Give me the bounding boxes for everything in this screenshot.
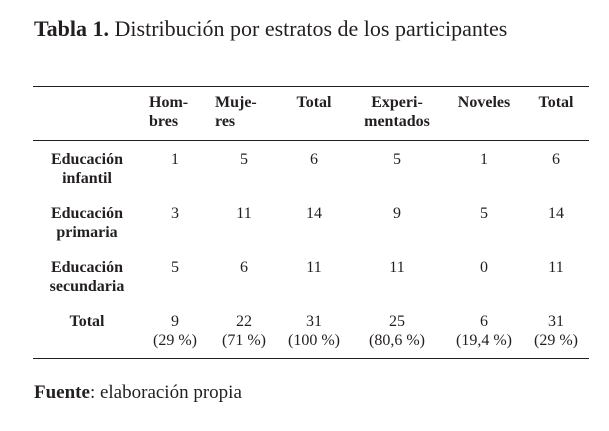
total-total-experience: 31 (29 %) <box>534 313 578 349</box>
cell-experimentados: 5 <box>393 151 401 168</box>
total-row-label: Total <box>69 313 105 330</box>
cell-mujeres: 6 <box>240 259 248 276</box>
row-label: Educación secundaria <box>49 259 125 295</box>
cell-noveles: 1 <box>480 151 488 168</box>
cell-hombres: 1 <box>171 151 179 168</box>
cell-experimentados: 11 <box>389 259 405 276</box>
cell-hombres: 5 <box>171 259 179 276</box>
total-hombres: 9 (29 %) <box>153 313 197 349</box>
participants-table: Hom- bres Muje- res Total Experi- mentad… <box>33 86 589 359</box>
table-row: Educación infantil 1 5 6 5 1 6 <box>33 141 589 196</box>
header-total-gender: Total <box>296 94 332 111</box>
source-note: Fuente: elaboración propia <box>34 382 242 404</box>
cell-mujeres: 11 <box>236 205 252 222</box>
row-label: Educación infantil <box>50 151 123 187</box>
cell-mujeres: 5 <box>240 151 248 168</box>
table-row: Educación secundaria 5 6 11 11 0 11 <box>33 249 589 303</box>
cell-noveles: 5 <box>480 205 488 222</box>
table-row: Educación primaria 3 11 14 9 5 14 <box>33 195 589 249</box>
cell-experimentados: 9 <box>393 205 401 222</box>
table-total-row: Total 9 (29 %) 22 (71 %) 31 (100 %) 25 (… <box>33 303 589 359</box>
table-caption: Tabla 1. Distribución por estratos de lo… <box>34 16 507 42</box>
row-label: Educación primaria <box>50 205 123 241</box>
source-text: : elaboración propia <box>89 382 242 403</box>
source-label: Fuente <box>34 382 90 403</box>
cell-hombres: 3 <box>171 205 179 222</box>
table-title: Distribución por estratos de los partici… <box>114 16 508 41</box>
total-mujeres: 22 (71 %) <box>222 313 266 349</box>
total-total-gender: 31 (100 %) <box>288 313 340 349</box>
header-rowhead <box>33 87 141 141</box>
cell-total-gender: 6 <box>310 151 318 168</box>
cell-total-experience: 6 <box>552 151 560 168</box>
table-header-row: Hom- bres Muje- res Total Experi- mentad… <box>33 86 589 141</box>
header-total-experience: Total <box>538 94 574 111</box>
header-noveles: Noveles <box>457 94 511 111</box>
cell-total-gender: 11 <box>306 259 322 276</box>
header-hombres: Hom- bres <box>149 94 189 130</box>
total-experimentados: 25 (80,6 %) <box>369 313 425 349</box>
cell-noveles: 0 <box>480 259 488 276</box>
cell-total-gender: 14 <box>306 205 322 222</box>
header-experimentados: Experi- mentados <box>364 94 430 130</box>
total-noveles: 6 (19,4 %) <box>456 313 512 349</box>
cell-total-experience: 11 <box>548 259 564 276</box>
cell-total-experience: 14 <box>548 205 564 222</box>
table-number: Tabla 1. <box>34 16 110 41</box>
header-mujeres: Muje- res <box>215 94 257 130</box>
